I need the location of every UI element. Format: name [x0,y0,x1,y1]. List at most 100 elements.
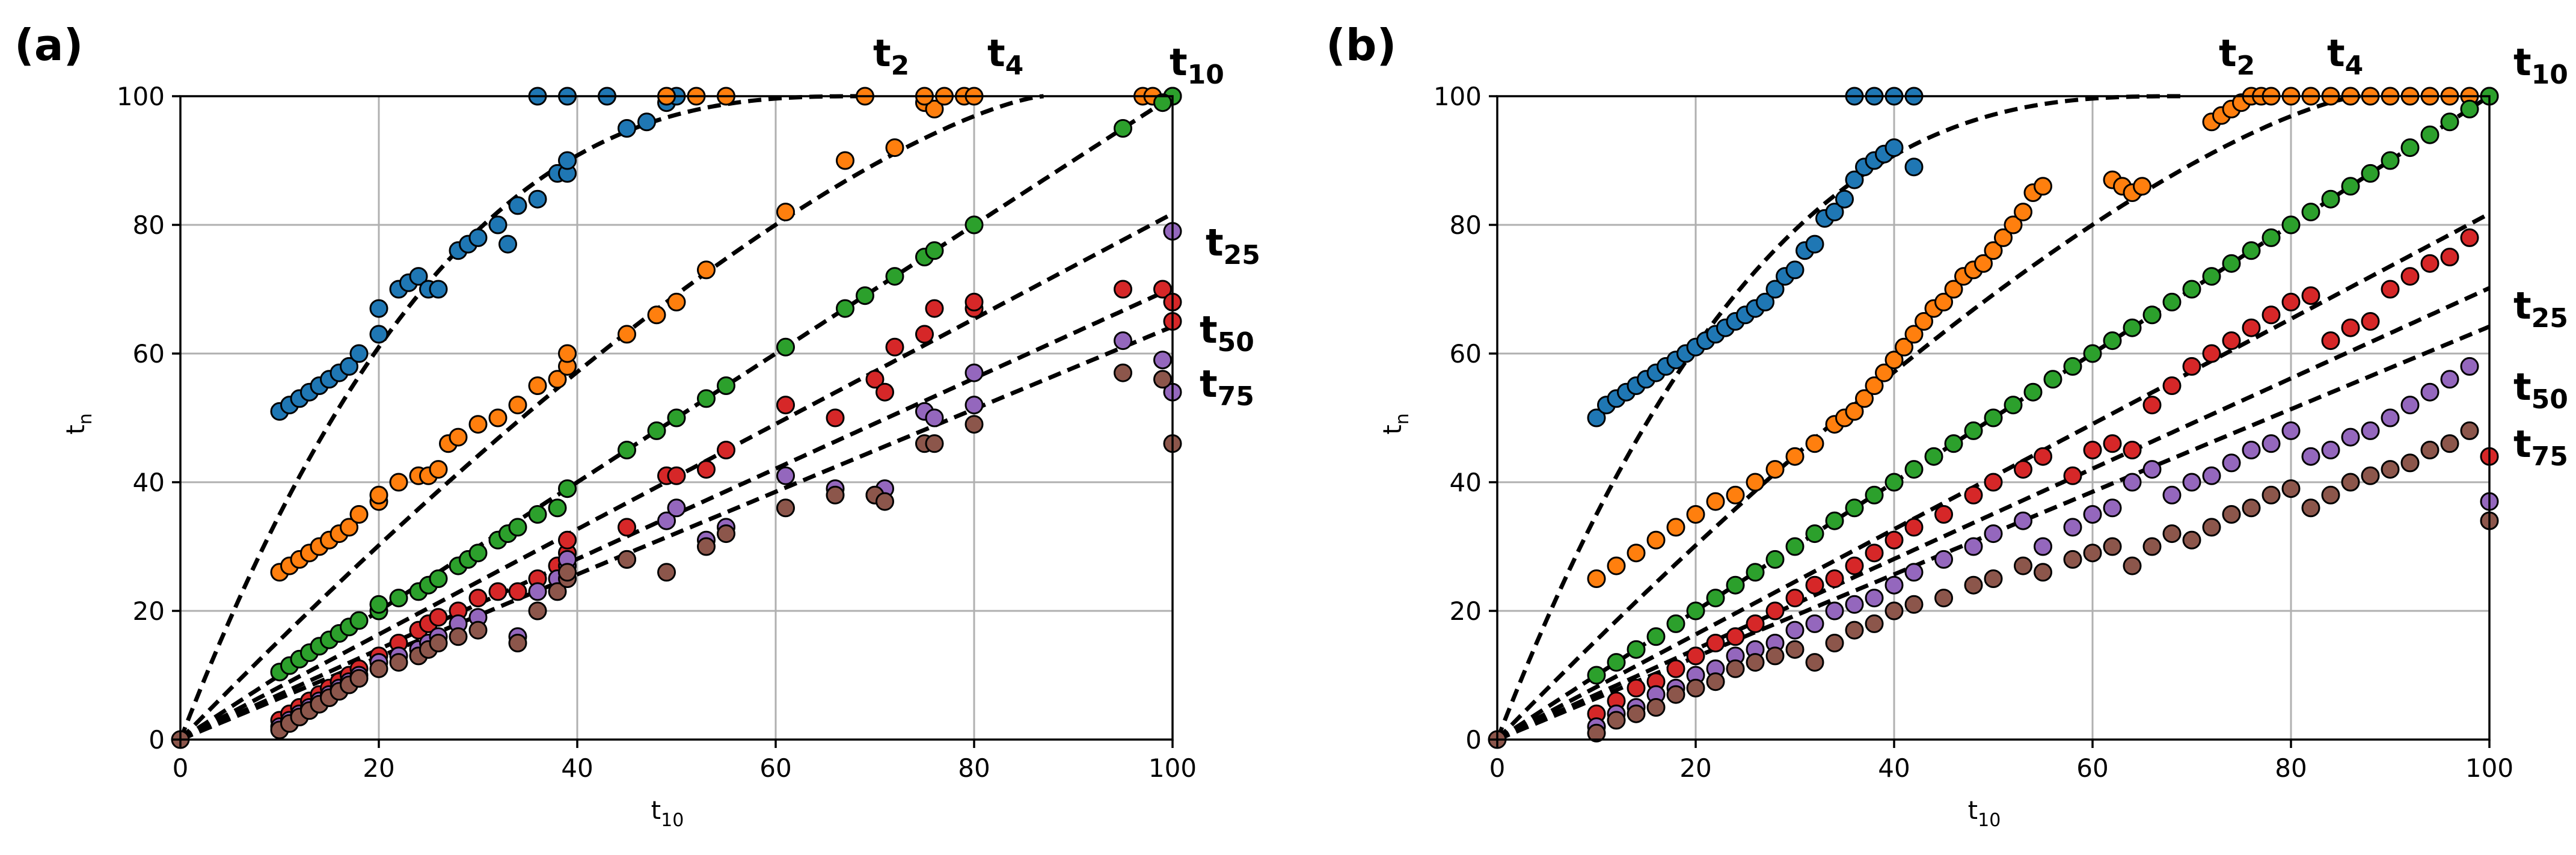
panel-b-point-t50 [1865,589,1884,608]
panel-a-x-tick-label: 20 [363,753,394,783]
panel-b-point-t10 [2103,331,2122,351]
panel-a-point-t25 [925,299,944,318]
panel-a-x-tick-label: 0 [173,753,189,783]
panel-a-y-tick-label: 80 [133,210,165,240]
panel-b-point-t50 [1785,621,1805,640]
panel-a-curve-label-base: t [1170,40,1188,84]
panel-a-point-t10 [856,286,874,305]
panel-a-curve-label-sub: 50 [1218,327,1254,358]
panel-b-point-t25 [1964,485,1983,504]
panel-b-x-axis-label-sub: 10 [1978,810,2001,831]
panel-b-point-t4 [1607,556,1626,575]
panel-a-point-t2 [409,267,428,286]
panel-b-point-t10 [2182,280,2201,299]
panel-b-x-tick-label: 80 [2275,753,2307,783]
panel-b-point-t25 [2222,331,2241,351]
panel-b-point-t50 [2301,447,2320,466]
panel-a-point-t10 [548,498,567,518]
panel-b-point-t75 [2034,563,2052,582]
panel-b-point-t10 [1706,589,1725,608]
panel-b-grid [1496,95,2491,741]
panel-b-point-t10 [1865,485,1884,504]
panel-b-point-t2 [1845,170,1864,189]
panel-b-point-t75 [2123,556,2142,575]
panel-b-point-t4 [1875,363,1894,382]
panel-a-point-t75 [618,550,636,569]
panel-b-curve-label-t2: t2 [2219,31,2255,81]
panel-a-point-t10 [369,595,388,614]
panel-a-point-t75 [1114,363,1132,382]
panel-a-point-t2 [369,299,388,318]
panel-b-point-t25 [1884,530,1904,550]
panel-a-point-t10 [429,569,448,588]
panel-a-point-t75 [528,601,547,621]
panel-b-point-t75 [2400,453,2420,473]
panel-b-point-t75 [1706,672,1725,691]
panel-b-curve-label-sub: 75 [2532,441,2568,472]
panel-b-point-t4 [2034,177,2052,196]
panel-b-point-t10 [1964,421,1983,440]
panel-b-x-tick-label: 20 [1679,753,1711,783]
panel-b-point-t75 [1865,614,1884,633]
panel-b-point-t4 [1865,376,1884,395]
panel-a-point-t4 [528,376,547,395]
panel-b-point-t75 [1587,723,1606,743]
panel-b-point-t25 [2083,441,2102,459]
panel-b-point-t10 [2142,305,2162,325]
panel-a-point-t75 [925,434,944,453]
panel-b-point-t10 [1924,447,1943,466]
panel-b-point-t10 [2440,112,2459,132]
panel-b-point-t10 [1746,563,1765,582]
panel-a-point-t4 [885,138,904,158]
panel-a-point-t10 [528,505,547,524]
panel-b-point-t75 [1627,704,1646,723]
panel-b-point-t50 [2162,485,2182,504]
panel-b-point-t25 [2142,396,2162,415]
panel-a-point-t75 [429,634,448,652]
panel-b-frame [1496,95,2491,741]
panel-a-point-t25 [508,582,527,601]
panel-b-point-t50 [2281,421,2301,440]
panel-b-point-t25 [2034,447,2052,466]
panel-a-point-t25 [429,608,448,627]
panel-a-point-t4 [349,505,369,524]
panel-b-point-t75 [1607,711,1626,730]
panel-b-point-t75 [1686,678,1705,697]
panel-b-point-t4 [1646,530,1666,550]
panel-a-y-tick-label: 40 [133,468,165,497]
panel-b-point-t50 [1964,537,1983,556]
panel-a-point-t10 [964,215,984,234]
panel-a-point-t50 [1153,351,1172,370]
panel-a-point-t25 [826,408,845,428]
panel-b-point-t10 [2301,203,2320,222]
panel-b-point-t50 [2182,473,2201,492]
panel-b-point-t25 [1726,627,1745,646]
panel-b-curve-label-sub: 50 [2532,384,2568,415]
panel-a-point-t75 [657,563,676,582]
panel-b-y-tick-label: 0 [1465,725,1482,755]
panel-a-point-t25 [717,441,735,459]
panel-b-point-t75 [2242,498,2261,518]
panel-b-point-t25 [1984,473,2003,492]
panel-b-point-t4 [1627,544,1646,563]
panel-b-point-t10 [2202,267,2221,286]
panel-b-y-axis-label-base: t [1378,424,1407,434]
panel-a-point-t4 [488,408,508,428]
panel-a-fit-curve-t50 [179,286,1174,742]
panel-b-curve-label-base: t [2513,284,2532,328]
panel-b-point-t4 [1944,280,1963,299]
panel-b-point-t75 [1884,601,1904,621]
panel-b-point-t2 [1805,234,1824,254]
panel-b-point-t10 [1686,601,1705,621]
panel-a-point-t4 [667,292,686,311]
panel-a-y-tick-label: 0 [149,725,165,755]
panel-b-point-t4 [1765,460,1785,479]
panel-a-point-t75 [369,659,388,678]
panel-b-point-t2 [1904,158,1924,177]
panel-a-curve-label-t50: t50 [1200,308,1254,358]
panel-a-curve-label-sub: 25 [1224,240,1260,271]
panel-b-point-t10 [2400,138,2420,158]
panel-b-point-t50 [1984,524,2003,544]
panel-b-point-t4 [1587,569,1606,588]
